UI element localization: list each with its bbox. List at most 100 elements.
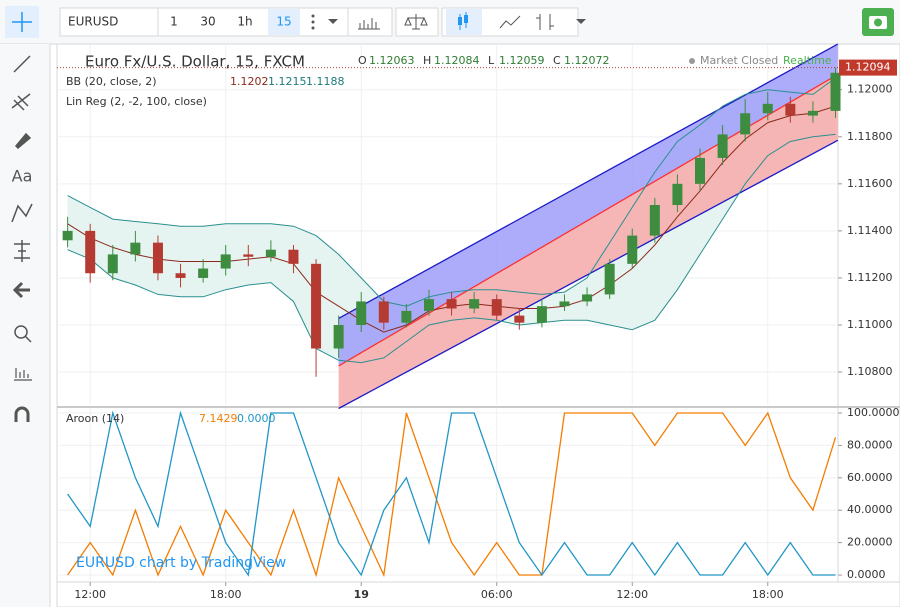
bars-icon[interactable]: [536, 14, 554, 30]
zoom-handle: [24, 335, 32, 343]
indicators-btn[interactable]: [347, 7, 393, 37]
caret[interactable]: [576, 19, 586, 24]
interval-box: [157, 7, 349, 37]
candle-body: [785, 103, 796, 116]
candle-body: [649, 205, 660, 236]
ohlc-value: 1.12084: [434, 54, 480, 67]
y-tick-label: 1.11800: [847, 130, 893, 143]
text-tool[interactable]: Aa: [12, 167, 33, 186]
candle-body: [62, 230, 73, 241]
candle-body: [627, 235, 638, 264]
candle-body: [762, 103, 773, 114]
candle-body: [175, 273, 186, 278]
active-interval-bg: [268, 9, 300, 35]
back-tool[interactable]: [12, 281, 30, 299]
watermark[interactable]: EURUSD chart by TradingView: [76, 555, 286, 571]
candle-body: [582, 294, 593, 302]
plot: 12:00 18:00 19 06:00 12:00 18:00 1.12000 1.1180…: [57, 43, 900, 601]
candle-body: [265, 249, 276, 257]
compare-btn[interactable]: [395, 7, 439, 37]
measure-tool[interactable]: [14, 240, 30, 262]
channel-fill: [338, 44, 838, 366]
candle-body: [423, 299, 434, 311]
candle-body: [311, 263, 322, 349]
top-toolbar: EURUSD 1 30 1h 15: [0, 0, 900, 45]
status-dot: [689, 58, 695, 64]
candle-body: [288, 249, 299, 264]
interval[interactable]: 15: [276, 15, 291, 29]
candle-body: [85, 230, 96, 274]
regression-upper: [338, 43, 839, 319]
y-tick-label: 1.11600: [847, 177, 893, 190]
candle-icon-body: [464, 15, 468, 23]
candle-body: [401, 310, 412, 323]
ohlc-key: C: [553, 54, 561, 67]
symbol-box[interactable]: [59, 7, 159, 37]
ohlc-key: O: [358, 54, 367, 67]
ohlc-key: L: [488, 54, 495, 67]
candle-body: [740, 113, 751, 135]
y-tick-label: 40.0000: [847, 503, 893, 516]
candle-body: [356, 301, 367, 325]
chart-title: Euro Fx/U.S. Dollar, 15, FXCM: [85, 53, 305, 71]
linreg-legend: Lin Reg (2, -2, 100, close): [66, 95, 207, 108]
band-fill: [67, 77, 836, 363]
aroon-legend: Aroon (14): [66, 412, 124, 425]
bb-value: 1.1188: [306, 75, 345, 88]
candle-body: [514, 315, 525, 323]
ohlc-value: 1.12059: [499, 54, 545, 67]
candle-body: [107, 254, 118, 274]
candle-body: [446, 299, 457, 309]
y-tick-label: 1.11200: [847, 271, 893, 284]
candle-body: [152, 242, 163, 274]
zoom-tool[interactable]: [14, 325, 28, 339]
x-tick-label: 12:00: [74, 588, 106, 601]
trendline-tool[interactable]: [13, 55, 31, 73]
indicators-icon: [358, 18, 380, 30]
camera-lens: [874, 18, 882, 27]
y-tick-label: 60.0000: [847, 471, 893, 484]
candle-body: [198, 268, 209, 278]
aroon-line: [67, 410, 836, 577]
candle-body: [830, 72, 841, 111]
more-dots[interactable]: [311, 14, 315, 30]
aroon-line: [67, 411, 837, 578]
ohlc-key: H: [423, 54, 431, 67]
magnet-tool[interactable]: [14, 406, 30, 422]
y-tick-label: 1.11400: [847, 224, 893, 237]
left-toolbar-bg: [0, 44, 50, 607]
area-icon[interactable]: [499, 15, 521, 29]
candle-body: [130, 242, 141, 255]
bb-lower: [67, 133, 836, 364]
y-tick-label: 100.0000: [847, 406, 900, 419]
candle-body: [604, 263, 615, 295]
y-tick-label: 20.0000: [847, 536, 893, 549]
regression-lower: [338, 139, 839, 410]
x-tick-label: 19: [354, 588, 369, 601]
candle-body: [695, 157, 706, 184]
interval[interactable]: 30: [200, 15, 215, 29]
y-tick-label: 1.11000: [847, 318, 893, 331]
symbol[interactable]: EURUSD: [68, 15, 118, 29]
ohlc-value: 1.12072: [564, 54, 610, 67]
interval[interactable]: 1h: [237, 15, 252, 29]
candle-body: [536, 306, 547, 323]
y-tick-label: 0.0000: [847, 568, 886, 581]
interval[interactable]: 1: [170, 15, 178, 29]
bb-legend: BB (20, close, 2): [66, 75, 157, 88]
y-tick-label: 80.0000: [847, 438, 893, 451]
candle-body: [220, 254, 231, 269]
left-toolbar: Aa: [0, 6, 51, 607]
candle-body: [491, 299, 502, 316]
pattern-tool[interactable]: [11, 203, 33, 223]
ruler-tool[interactable]: [14, 368, 32, 381]
bb-value: 1.1202: [230, 75, 269, 88]
last-price-label: 1.12094: [845, 61, 891, 74]
caret[interactable]: [328, 19, 338, 24]
x-tick-label: 12:00: [616, 588, 648, 601]
fib-tool[interactable]: [11, 93, 31, 111]
crosshair-tool[interactable]: [12, 12, 32, 32]
x-tick-label: 18:00: [752, 588, 784, 601]
brush-tool[interactable]: [14, 132, 32, 150]
